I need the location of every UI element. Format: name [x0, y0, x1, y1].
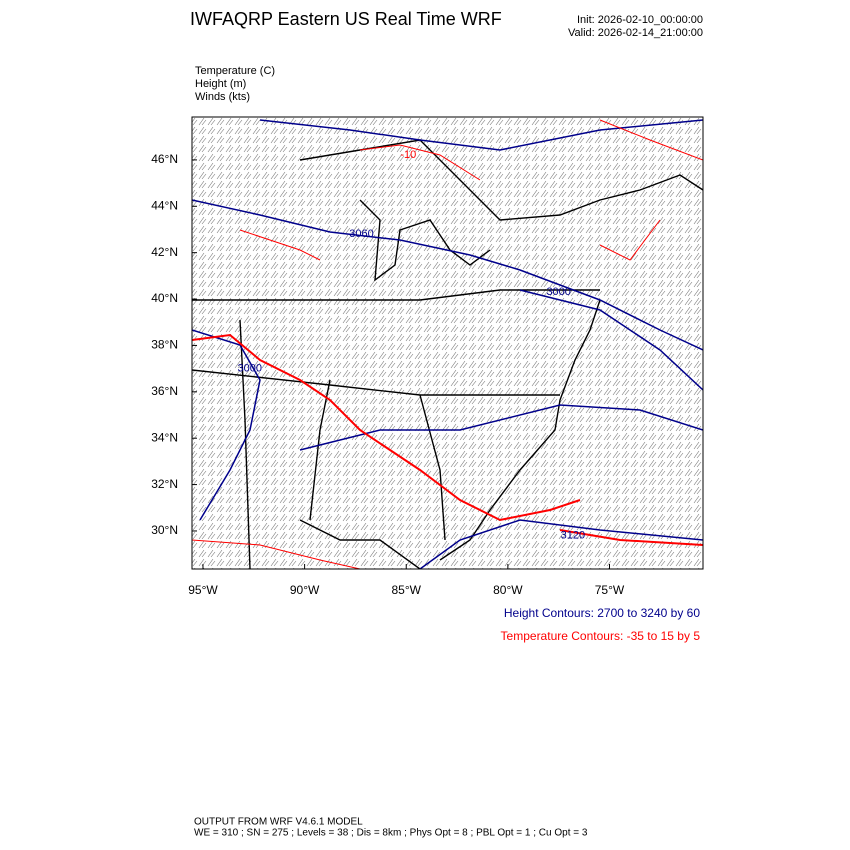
legend-item: Height (m)	[195, 78, 246, 90]
temperature-contours	[192, 119, 703, 569]
lon-tick-label: 95°W	[188, 583, 218, 597]
valid-time: Valid: 2026-02-14_21:00:00	[568, 27, 703, 39]
lon-tick-label: 80°W	[493, 583, 523, 597]
lat-tick-label: 38°N	[151, 338, 178, 352]
lat-tick-label: 30°N	[151, 523, 178, 537]
contour-label: 3120	[561, 530, 585, 542]
contour-label: 3000	[237, 363, 261, 375]
footer-line: WE = 310 ; SN = 275 ; Levels = 38 ; Dis …	[194, 828, 588, 839]
contour-label: 3000	[546, 286, 570, 298]
footer-line: OUTPUT FROM WRF V4.6.1 MODEL	[194, 817, 363, 828]
ticks: 30°N 32°N 34°N 36°N 38°N 40°N 42°N 44°N 46°N 95°W…	[151, 152, 625, 597]
temperature-contour-info: Temperature Contours: -35 to 15 by 5	[501, 629, 701, 643]
lat-tick-label: 40°N	[151, 291, 178, 305]
lat-tick-label: 36°N	[151, 384, 178, 398]
lon-tick-label: 85°W	[391, 583, 421, 597]
title: IWFAQRP Eastern US Real Time WRF	[190, 9, 502, 29]
wind-barbs	[192, 117, 703, 569]
borders	[192, 139, 703, 569]
lat-tick-label: 44°N	[151, 198, 178, 212]
lon-tick-label: 90°W	[290, 583, 320, 597]
map-frame	[191, 116, 704, 570]
legend-item: Winds (kts)	[195, 91, 250, 103]
lat-tick-label: 32°N	[151, 477, 178, 491]
contour-label: -10	[400, 149, 416, 161]
contour-labels: 3060 3000 3120 3000 -10	[237, 149, 585, 541]
lat-tick-label: 42°N	[151, 245, 178, 259]
lat-tick-label: 34°N	[151, 430, 178, 444]
legend-item: Temperature (C)	[195, 65, 275, 77]
height-contour-info: Height Contours: 2700 to 3240 by 60	[504, 606, 700, 620]
contour-label: 3060	[349, 228, 373, 240]
init-time: Init: 2026-02-10_00:00:00	[577, 14, 703, 26]
lat-tick-label: 46°N	[151, 152, 178, 166]
lon-tick-label: 75°W	[595, 583, 625, 597]
map-area: 3060 3000 3120 3000 -10	[192, 117, 703, 569]
